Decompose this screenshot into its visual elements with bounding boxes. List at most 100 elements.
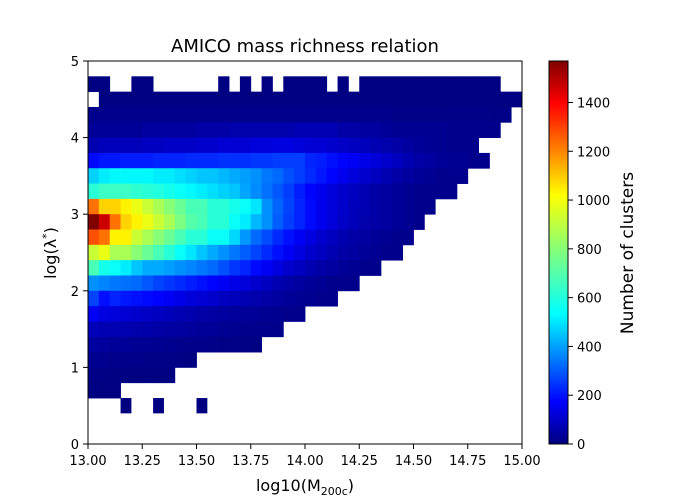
heatmap-cell [315,229,328,246]
heatmap-cell [283,91,295,108]
heatmap-cell [294,183,306,200]
heatmap-cell [109,198,121,215]
heatmap-cell [467,152,479,169]
heatmap-cell [131,367,143,384]
heatmap-cell [218,244,230,261]
heatmap-cell [109,290,121,307]
heatmap-cell [239,229,252,246]
y-tick-label: 0 [71,438,79,453]
heatmap-cell [239,198,252,215]
heatmap-cell [218,168,230,184]
heatmap-cell [98,106,111,123]
heatmap-cell [272,290,284,307]
heatmap-cell [315,168,328,184]
heatmap-cell [196,152,208,169]
heatmap-cell [294,76,306,93]
heatmap-cell [207,336,219,353]
heatmap-cell [98,229,111,246]
heatmap-cell [88,76,100,93]
heatmap-cell [402,183,414,200]
heatmap-cell [391,168,404,184]
heatmap-cell [326,137,338,154]
heatmap-cell [446,183,458,200]
heatmap-cell [109,306,121,322]
x-tick-label: 14.75 [449,454,486,469]
heatmap-cell [315,183,328,200]
heatmap-cell [272,306,284,322]
heatmap-cell [294,137,306,154]
heatmap-cell [402,198,414,215]
heatmap-cell [131,198,143,215]
heatmap-cell [402,91,414,108]
heatmap-cell [153,91,165,108]
heatmap-cell [359,260,371,276]
heatmap-cell [337,229,349,246]
heatmap-cell [185,106,197,123]
heatmap-cell [120,168,132,184]
heatmap-cell [380,106,393,123]
heatmap-cell [174,275,187,292]
heatmap-cell [153,306,165,322]
heatmap-cell [456,76,469,93]
heatmap-cell [272,168,284,184]
heatmap-cell [391,137,404,154]
heatmap-cell [142,122,154,138]
heatmap-cell [218,122,230,138]
heatmap-cell [88,336,100,353]
heatmap-cell [109,122,121,138]
heatmap-cell [163,367,176,384]
heatmap-cell [348,91,360,108]
heatmap-cell [348,198,360,215]
heatmap-cell [305,106,317,123]
heatmap-cell [142,168,154,184]
heatmap-cell [305,244,317,261]
colorbar-tick-label: 1000 [577,194,610,209]
heatmap-cell [174,336,187,353]
heatmap-cell [142,352,154,368]
heatmap-cell [239,106,252,123]
heatmap-cell [294,275,306,292]
heatmap-cell [391,91,404,108]
heatmap-cell [163,290,176,307]
heatmap-cell [196,321,208,338]
heatmap-cell [120,398,132,414]
heatmap-cell [142,183,154,200]
heatmap-cell [153,275,165,292]
heatmap-cell [250,290,262,307]
heatmap-cell [185,198,197,215]
heatmap-cell [131,275,143,292]
heatmap-cell [370,260,382,276]
heatmap-cell [196,106,208,123]
heatmap-cell [511,91,523,108]
heatmap-cell [218,152,230,169]
heatmap-cell [391,198,404,215]
heatmap-cell [163,229,176,246]
heatmap-cell [98,260,111,276]
heatmap-cell [207,229,219,246]
heatmap-cell [88,290,100,307]
x-tick-label: 13.25 [124,454,161,469]
heatmap-cell [185,122,197,138]
heatmap-cell [109,336,121,353]
heatmap-cell [272,321,284,338]
heatmap-cell [391,229,404,246]
heatmap-cell [239,168,252,184]
heatmap-cell [229,214,241,230]
heatmap-cell [391,122,404,138]
heatmap-cell [109,367,121,384]
heatmap-cell [207,260,219,276]
heatmap-cell [131,336,143,353]
heatmap-cell [131,183,143,200]
heatmap-cell [88,137,100,154]
heatmap-cell [359,214,371,230]
heatmap-cell [120,91,132,108]
heatmap-cell [218,76,230,93]
heatmap-cell [283,275,295,292]
heatmap-cell [272,198,284,215]
heatmap-cell [163,91,176,108]
heatmap-cell [88,229,100,246]
heatmap-cell [370,152,382,169]
heatmap-cell [229,168,241,184]
heatmap-cell [424,152,436,169]
heatmap-cell [348,183,360,200]
